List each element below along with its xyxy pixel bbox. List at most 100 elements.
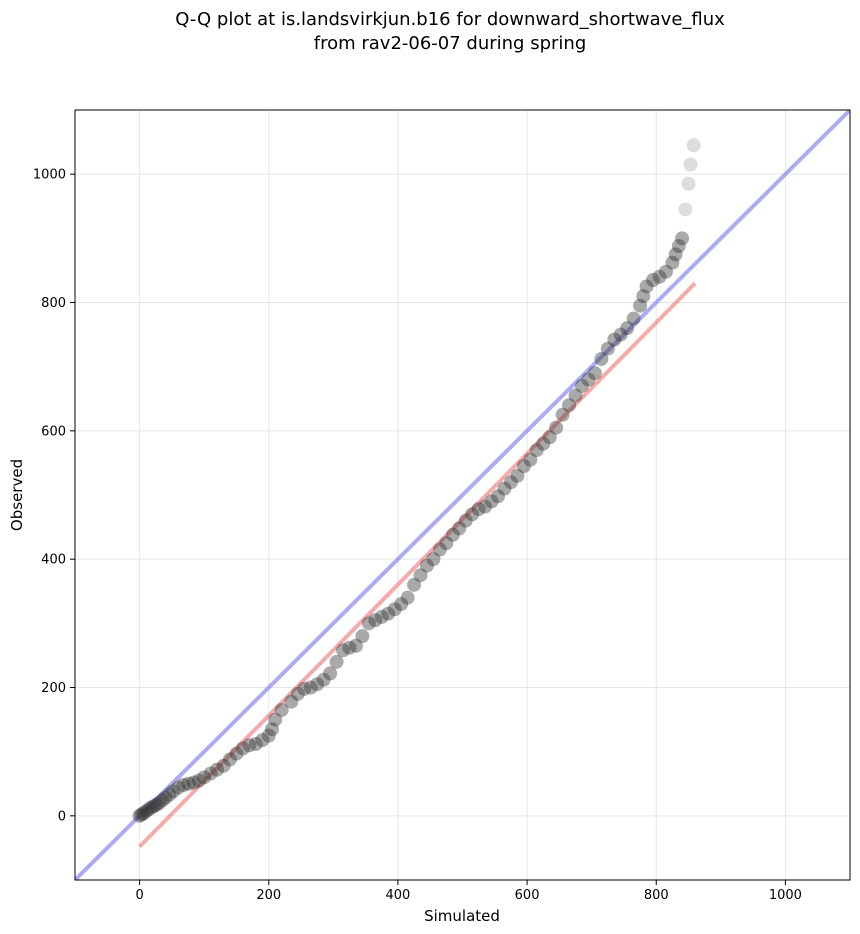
data-point <box>497 481 512 496</box>
data-point <box>678 202 693 217</box>
x-axis-ticks: 0 200 400 600 800 1000 <box>135 880 802 903</box>
data-point <box>149 797 164 812</box>
data-point <box>607 332 622 347</box>
x-tick-label: 400 <box>386 888 411 903</box>
data-point <box>568 388 583 403</box>
x-axis-label: Simulated <box>424 907 500 925</box>
data-point <box>686 138 701 153</box>
data-point <box>268 712 283 727</box>
data-point <box>374 609 389 624</box>
y-tick-label: 200 <box>41 681 66 696</box>
data-point <box>491 489 506 504</box>
data-point <box>658 264 673 279</box>
data-point <box>549 420 564 435</box>
one-to-one-line <box>75 110 850 880</box>
y-tick-label: 400 <box>41 553 66 568</box>
data-point <box>432 542 447 557</box>
x-tick-label: 800 <box>644 888 669 903</box>
data-point <box>626 311 641 326</box>
data-point <box>242 738 257 753</box>
data-point <box>136 806 151 821</box>
data-point <box>132 808 147 823</box>
data-point <box>574 378 589 393</box>
fit-line <box>138 281 697 849</box>
data-point <box>216 758 231 773</box>
data-point <box>503 475 518 490</box>
data-point <box>478 499 493 514</box>
x-tick-label: 200 <box>256 888 281 903</box>
data-point <box>355 629 370 644</box>
data-point <box>439 536 454 551</box>
data-point <box>297 681 312 696</box>
scatter-points <box>132 138 701 823</box>
data-point <box>413 568 428 583</box>
y-tick-label: 800 <box>41 296 66 311</box>
data-point <box>652 269 667 284</box>
chart-title-line1: Q-Q plot at is.landsvirkjun.b16 for down… <box>175 9 725 30</box>
data-point <box>166 784 181 799</box>
data-point <box>516 459 531 474</box>
data-point <box>633 298 648 313</box>
y-axis-ticks: 0 200 400 600 800 1000 <box>33 168 75 824</box>
data-point <box>342 640 357 655</box>
data-point <box>620 321 635 336</box>
data-point <box>555 407 570 422</box>
data-point <box>387 602 402 617</box>
y-axis-label: Observed <box>8 459 26 531</box>
data-point <box>316 672 331 687</box>
data-point <box>407 577 422 592</box>
data-point <box>192 773 206 788</box>
data-point <box>303 680 318 695</box>
data-point <box>176 778 191 793</box>
data-point <box>581 372 596 387</box>
data-point <box>235 741 250 756</box>
data-point <box>665 255 680 270</box>
data-point <box>523 452 538 467</box>
data-point <box>613 327 628 342</box>
data-point <box>529 443 544 458</box>
y-tick-label: 600 <box>41 424 66 439</box>
data-point <box>400 590 415 605</box>
data-point <box>186 775 201 790</box>
data-point <box>197 770 212 785</box>
gridlines <box>75 110 850 880</box>
data-point <box>336 643 351 658</box>
data-point <box>310 677 325 692</box>
data-point <box>636 289 651 304</box>
data-point <box>600 341 615 356</box>
data-point <box>587 366 602 381</box>
data-point <box>419 558 434 573</box>
data-point <box>261 728 276 743</box>
data-point <box>536 436 551 451</box>
data-point <box>171 780 186 795</box>
data-point <box>162 787 177 802</box>
data-point <box>683 157 698 172</box>
data-point <box>255 733 270 748</box>
plot-frame <box>74 109 851 881</box>
data-point <box>368 613 383 628</box>
x-tick-label: 0 <box>135 888 143 903</box>
data-point <box>510 468 525 483</box>
data-point <box>675 231 690 246</box>
data-point <box>426 552 441 567</box>
data-point <box>151 796 166 810</box>
data-point <box>144 800 159 815</box>
data-point <box>139 804 154 819</box>
data-point <box>594 351 609 366</box>
y-tick-label: 0 <box>58 809 66 824</box>
data-point <box>248 736 263 751</box>
data-point <box>203 766 218 781</box>
data-point <box>181 776 196 791</box>
data-point <box>158 790 173 805</box>
data-point <box>381 606 396 621</box>
data-point <box>323 666 338 681</box>
data-point <box>290 686 305 701</box>
data-point <box>155 793 170 808</box>
data-point <box>348 638 363 653</box>
data-point <box>146 799 161 814</box>
data-point <box>141 802 156 817</box>
data-point <box>668 247 683 262</box>
x-tick-label: 600 <box>515 888 540 903</box>
data-point <box>329 654 344 669</box>
x-tick-label: 1000 <box>769 888 802 903</box>
